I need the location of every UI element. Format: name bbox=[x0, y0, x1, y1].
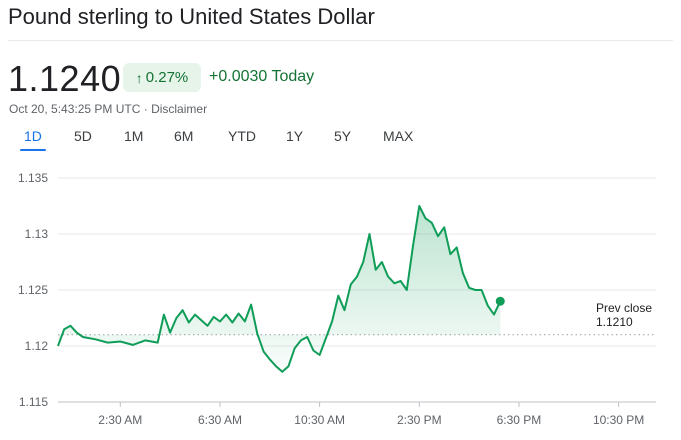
tab-5d[interactable]: 5D bbox=[74, 128, 92, 144]
tab-6m[interactable]: 6M bbox=[174, 128, 194, 144]
x-axis-ticks: 2:30 AM 6:30 AM 10:30 AM 2:30 PM 6:30 PM 10:3… bbox=[98, 402, 644, 427]
x-tick-label: 2:30 PM bbox=[397, 413, 442, 427]
tab-1y[interactable]: 1Y bbox=[286, 128, 304, 144]
x-tick-label: 10:30 PM bbox=[593, 413, 644, 427]
prev-close-value: 1.1210 bbox=[596, 315, 633, 329]
page-title: Pound sterling to United States Dollar bbox=[8, 4, 375, 29]
x-tick-label: 6:30 PM bbox=[497, 413, 542, 427]
y-tick-label: 1.13 bbox=[25, 227, 49, 241]
x-tick-label: 6:30 AM bbox=[198, 413, 242, 427]
x-tick-label: 2:30 AM bbox=[98, 413, 142, 427]
y-tick-label: 1.12 bbox=[25, 339, 49, 353]
prev-close-label: Prev close bbox=[596, 301, 652, 315]
y-tick-label: 1.125 bbox=[18, 283, 48, 297]
tab-1m[interactable]: 1M bbox=[124, 128, 144, 144]
quote-meta: Oct 20, 5:43:25 PM UTC · Disclaimer bbox=[9, 102, 207, 116]
tab-5y[interactable]: 5Y bbox=[334, 128, 352, 144]
price-line bbox=[57, 205, 502, 373]
tab-1d[interactable]: 1D bbox=[24, 128, 42, 144]
disclaimer-link[interactable]: Disclaimer bbox=[151, 102, 208, 116]
active-tab-indicator bbox=[20, 149, 46, 151]
arrow-up-icon: ↑ bbox=[135, 69, 143, 86]
current-price-dot bbox=[495, 296, 505, 306]
price-area bbox=[58, 206, 501, 372]
meta-separator: · bbox=[140, 102, 152, 116]
x-tick-label: 10:30 AM bbox=[294, 413, 345, 427]
tab-max[interactable]: MAX bbox=[383, 128, 414, 144]
timestamp: Oct 20, 5:43:25 PM UTC bbox=[9, 102, 141, 116]
header-divider bbox=[8, 40, 673, 41]
chart-grid bbox=[58, 177, 656, 403]
y-tick-label: 1.115 bbox=[19, 395, 48, 409]
price-chart[interactable]: 1.135 1.13 1.125 1.12 1.115 2:30 AM 6:30 AM 10… bbox=[0, 160, 681, 440]
change-absolute: +0.0030 Today bbox=[209, 68, 315, 85]
tab-ytd[interactable]: YTD bbox=[228, 128, 256, 144]
current-price: 1.1240 bbox=[8, 58, 122, 99]
change-percent: 0.27% bbox=[145, 69, 189, 86]
change-percent-badge: ↑ 0.27% bbox=[123, 63, 201, 92]
y-tick-label: 1.135 bbox=[18, 171, 48, 185]
y-axis-ticks: 1.135 1.13 1.125 1.12 1.115 bbox=[18, 171, 48, 409]
